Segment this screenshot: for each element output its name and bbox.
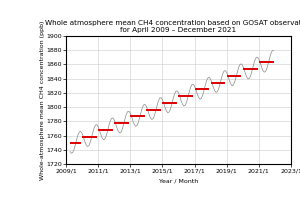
- X-axis label: Year / Month: Year / Month: [159, 179, 198, 184]
- Y-axis label: Whole-atmosphere mean CH4 concentration (ppb): Whole-atmosphere mean CH4 concentration …: [40, 20, 45, 180]
- Title: Whole atmosphere mean CH4 concentration based on GOSAT observation
for April 200: Whole atmosphere mean CH4 concentration …: [45, 20, 300, 33]
